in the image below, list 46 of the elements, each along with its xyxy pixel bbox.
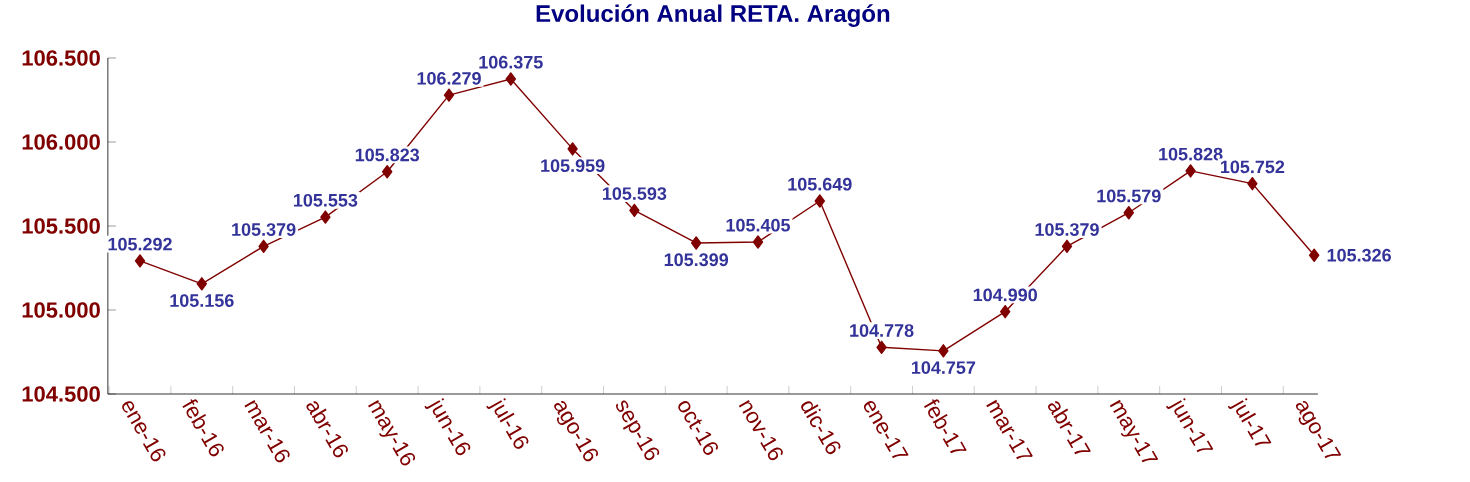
point bbox=[1061, 239, 1073, 254]
data-label: 105.959 bbox=[541, 159, 605, 173]
point bbox=[1123, 206, 1134, 220]
point bbox=[196, 277, 207, 291]
point bbox=[629, 203, 640, 218]
point bbox=[752, 235, 764, 249]
data-label: 105.553 bbox=[293, 193, 358, 207]
chart-title: Evolución Anual RETA. Aragón bbox=[536, 4, 890, 27]
data-label: 105.379 bbox=[1035, 223, 1099, 236]
data-label: 104.757 bbox=[911, 361, 976, 374]
data-label: 105.326 bbox=[1327, 248, 1391, 262]
point bbox=[876, 340, 887, 354]
data-label: 105.399 bbox=[664, 253, 729, 267]
data-label: 104.990 bbox=[973, 288, 1037, 302]
point bbox=[381, 165, 393, 179]
data-label: 105.156 bbox=[170, 294, 234, 307]
data-label: 105.649 bbox=[788, 177, 852, 191]
data-label: 105.579 bbox=[1097, 189, 1161, 203]
point bbox=[505, 72, 516, 86]
point bbox=[690, 236, 702, 250]
point bbox=[1247, 176, 1258, 191]
point bbox=[1185, 164, 1196, 178]
data-label: 105.593 bbox=[602, 187, 667, 200]
point bbox=[1308, 248, 1320, 262]
point bbox=[443, 88, 455, 102]
point bbox=[258, 239, 269, 254]
y-tick-label: 105.000 bbox=[22, 302, 100, 318]
point bbox=[567, 142, 578, 156]
data-label: 105.405 bbox=[726, 218, 790, 232]
data-label: 105.379 bbox=[232, 223, 296, 236]
point bbox=[320, 210, 331, 224]
point bbox=[134, 254, 146, 268]
data-label: 104.778 bbox=[850, 324, 914, 337]
y-tick-label: 105.500 bbox=[22, 218, 100, 234]
data-label: 105.828 bbox=[1159, 147, 1223, 161]
data-label: 105.823 bbox=[355, 148, 420, 162]
point bbox=[938, 344, 949, 358]
data-label: 105.752 bbox=[1220, 160, 1285, 174]
point bbox=[999, 304, 1011, 319]
y-tick-label: 104.500 bbox=[22, 386, 100, 402]
y-tick-label: 106.500 bbox=[22, 50, 100, 66]
data-label: 106.375 bbox=[479, 55, 543, 69]
point bbox=[814, 194, 825, 208]
data-label: 105.292 bbox=[108, 237, 172, 251]
data-label: 106.279 bbox=[417, 71, 481, 85]
y-tick-label: 106.000 bbox=[22, 134, 100, 150]
